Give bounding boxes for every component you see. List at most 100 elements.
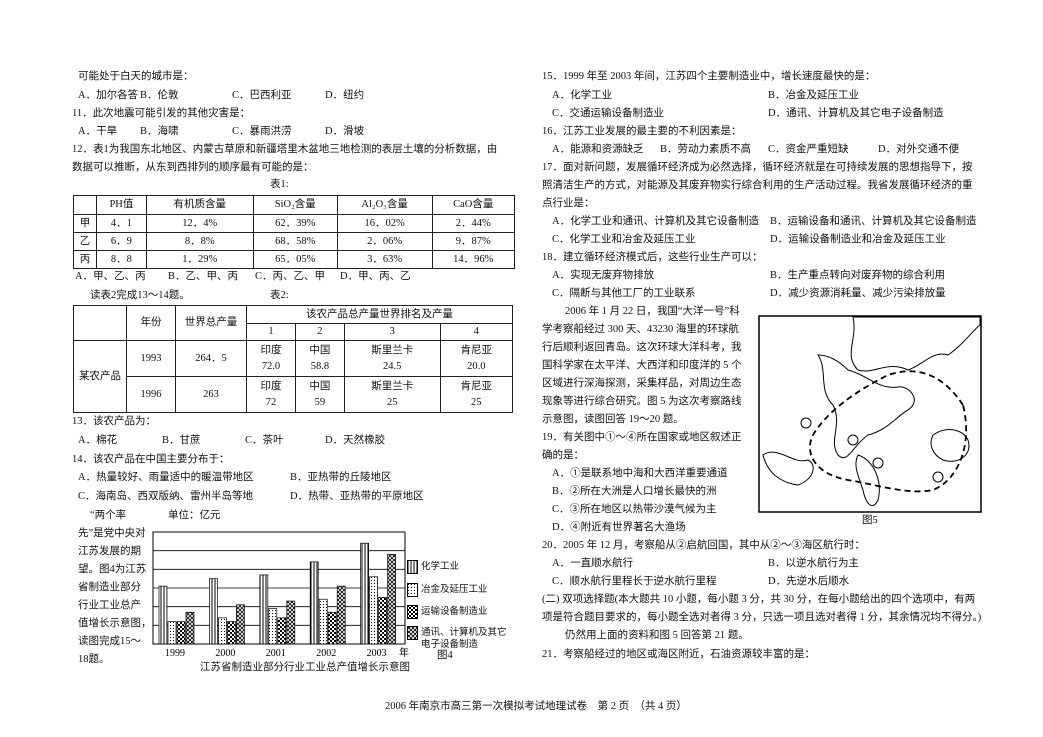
table-cell: 8．8%	[145, 232, 254, 251]
bar	[277, 617, 287, 645]
bar	[185, 611, 195, 645]
site-marker	[932, 471, 944, 483]
figure-label: 图4	[437, 650, 453, 661]
question-text: 12．表1为我国东北地区、内蒙古草原和新疆塔里木盆地三地检测的表层土壤的分析数据…	[72, 144, 498, 155]
table-header: SiO₂含量	[252, 195, 338, 215]
output: 25	[471, 396, 482, 408]
option: C．海南岛、西双版纳、雷州半岛等地	[78, 491, 254, 502]
x-tick-label: 2003	[367, 648, 387, 659]
instruction: 仍然用上面的资料和图 5 回答第 21 题。	[565, 630, 749, 641]
table-cell: 2．06%	[336, 232, 433, 251]
option: C．巴西利亚	[232, 90, 292, 101]
legend-label: 运输设备制造业	[421, 607, 488, 617]
bar	[387, 554, 396, 645]
intro-text: 望。图4为江苏	[78, 564, 147, 575]
table-cell: 1996	[126, 376, 176, 413]
table-cell: 印度 72	[246, 376, 296, 413]
option: B．海啸	[140, 126, 179, 137]
legend-swatch-fill	[407, 560, 418, 574]
option: C．交通运输设备制造业	[552, 108, 665, 119]
bar	[209, 578, 218, 645]
table-cell: 14．96%	[431, 250, 515, 269]
table-cell: 乙	[73, 232, 97, 251]
option: B．乙、甲、丙	[168, 271, 239, 282]
passage-text: 行后顺利返回青岛。这次环球大洋科考，我	[542, 342, 742, 353]
figure-label: 图5	[862, 515, 878, 526]
option: A．化学工业和通讯、计算机及其它设备制造	[552, 216, 760, 227]
bar	[268, 608, 278, 645]
table-header: Al₂O₃含量	[336, 195, 433, 215]
question-text: 17．面对新问题，发展循环经济成为必然选择，循环经济就是在可持续发展的思想指导下…	[542, 162, 973, 173]
table-cell: 印度 72.0	[246, 340, 296, 377]
table-header: 该农产品总产量世界排名及产量	[246, 305, 513, 324]
table-header: 2	[294, 323, 345, 341]
table-cell: 斯里兰卡 25	[343, 376, 441, 413]
instruction: 读表2完成13～14题。	[90, 290, 190, 301]
y-axis-label: 单位：亿元	[168, 510, 221, 521]
table-header: 年份	[126, 305, 176, 341]
option: B．伦敦	[140, 90, 179, 101]
option: D．滑坡	[325, 126, 365, 137]
option: D．对外交通不便	[878, 144, 960, 155]
table-cell: 中国 59	[294, 376, 345, 413]
question-text: 11．此次地震可能引发的其他灾害是：	[72, 108, 251, 119]
bar	[227, 621, 236, 645]
intro-text: 省制造业部分	[78, 582, 141, 593]
page-footer: 2006 年南京市高三第一次模拟考试地理试卷 第 2 页 （共 4 页）	[385, 701, 687, 712]
section-heading: 项是符合题目要求的，每小题全选对者得 3 分，只选一项且选对者得 1 分，其余情…	[542, 612, 982, 623]
option: C．化学工业和冶金及延压工业	[552, 234, 696, 245]
table-cell: 264．5	[175, 340, 247, 377]
route-map	[758, 315, 982, 513]
question-text: 20．2005 年 12 月，考察船从②启航回国，其中从②～③海区航行时：	[542, 540, 865, 551]
table-cell: 62．39%	[252, 214, 338, 233]
x-tick-label: 2002	[316, 648, 336, 659]
option: C．③所在地区以热带沙漠气候为主	[552, 504, 717, 515]
table-caption: 表1:	[270, 179, 289, 190]
question-text: 18．建立循环经济模式后，这些行业生产可以：	[542, 252, 763, 263]
table-header: 1	[246, 323, 296, 341]
option: A．实现无废弃物排放	[552, 270, 655, 281]
intro-text: 值增长示意图，	[78, 618, 152, 629]
legend-swatch-fill	[407, 583, 418, 597]
table-cell: 斯里兰卡 24.5	[343, 340, 441, 377]
table-cell: 4．1	[95, 214, 147, 233]
legend-swatch	[407, 626, 418, 640]
site-marker	[847, 434, 859, 446]
legend-swatch	[407, 560, 418, 574]
table-1: PH值 有机质含量 SiO₂含量 Al₂O₃含量 CaO含量 甲 4．1 12．…	[73, 195, 515, 269]
section-heading: (二) 双项选择题(本大题共 10 小题，每小题 3 分，共 30 分，在每小题…	[542, 594, 976, 605]
option: A．干旱	[78, 126, 118, 137]
table-cell: 2．44%	[431, 214, 515, 233]
passage-text: 现象等进行综合研究。图 5 为这次考察路线	[542, 396, 742, 407]
table-header: CaO含量	[431, 195, 515, 215]
landmass	[855, 454, 880, 507]
option: D．甲、丙、乙	[340, 271, 411, 282]
option: A．热量较好、雨量适中的暖温带地区	[78, 472, 254, 483]
x-tick-label: 2000	[215, 648, 235, 659]
passage-text: 区域进行深海探测，采集样品，对周边生态	[542, 378, 742, 389]
intro-text: 行业工业总产	[78, 600, 141, 611]
bar	[259, 574, 269, 645]
output: 72	[265, 396, 277, 408]
legend-label: 化学工业	[421, 562, 460, 572]
option: D．纽约	[325, 90, 365, 101]
output: 59	[314, 396, 326, 408]
bar	[236, 604, 245, 645]
option: B．甘蔗	[162, 435, 201, 446]
x-tick-label: 2001	[266, 648, 286, 659]
output: 24.5	[383, 360, 402, 372]
passage-text: 2006 年 1 月 22 日，我国“大洋一号”科	[565, 306, 740, 317]
country: 斯里兰卡	[371, 344, 414, 356]
option: C．茶叶	[245, 435, 284, 446]
bar	[158, 585, 168, 645]
table-cell: 65．05%	[252, 250, 338, 269]
table-cell	[73, 305, 127, 341]
landmass	[762, 451, 814, 486]
option: A．一直顺水航行	[552, 558, 634, 569]
table-caption: 表2:	[270, 290, 289, 301]
option: C．隔断与其他工厂的工业联系	[552, 288, 696, 299]
legend-swatch	[407, 605, 418, 619]
question-text: 21．考察船经过的地区或海区附近，石油资源较丰富的是：	[542, 649, 815, 660]
question-text: 照清洁生产的方式，对能源及其废弃物实行综合利用的生产活动过程。我省发展循环经济的…	[542, 180, 973, 191]
